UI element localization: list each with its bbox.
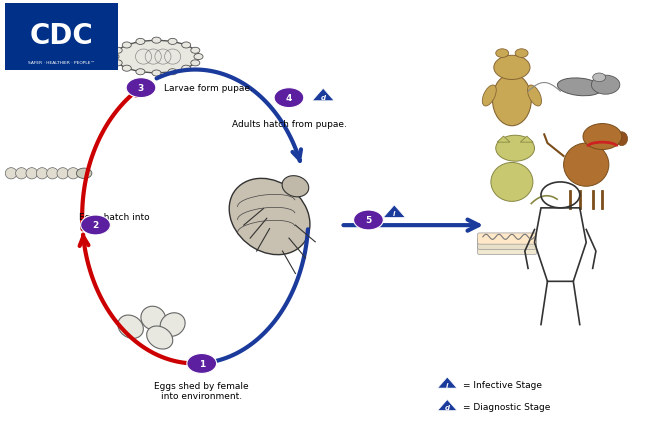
FancyBboxPatch shape [478,244,537,255]
Circle shape [126,79,156,99]
Ellipse shape [147,326,173,349]
Circle shape [494,56,530,80]
Ellipse shape [229,179,310,255]
Text: d: d [321,95,326,101]
Circle shape [191,48,200,54]
Circle shape [113,48,122,54]
Circle shape [168,39,177,45]
Circle shape [191,61,200,67]
Polygon shape [384,205,405,218]
Circle shape [591,76,620,95]
Ellipse shape [557,79,602,96]
FancyBboxPatch shape [478,233,537,245]
Ellipse shape [67,168,79,180]
Text: 5: 5 [365,216,372,225]
Circle shape [182,66,191,72]
Ellipse shape [482,86,496,107]
Ellipse shape [57,168,69,180]
Circle shape [136,69,145,76]
Text: i: i [446,381,448,388]
Ellipse shape [563,144,609,187]
Circle shape [168,69,177,76]
Circle shape [274,89,304,108]
Ellipse shape [118,316,143,339]
Circle shape [77,169,92,179]
Circle shape [593,74,606,82]
Text: 1: 1 [199,359,205,368]
Circle shape [354,210,384,230]
Circle shape [122,43,131,49]
Text: Larvae form pupae.: Larvae form pupae. [164,84,252,93]
Text: CDC: CDC [30,22,93,50]
Text: Eggs shed by female
into environment.: Eggs shed by female into environment. [154,381,249,400]
Circle shape [110,54,119,60]
Circle shape [496,136,535,162]
Ellipse shape [5,168,17,180]
FancyBboxPatch shape [5,3,117,70]
Polygon shape [520,137,533,143]
Ellipse shape [616,132,628,146]
Circle shape [136,39,145,45]
Ellipse shape [160,313,185,337]
Ellipse shape [493,75,532,126]
Text: = Infective Stage: = Infective Stage [463,380,543,389]
Polygon shape [497,137,510,143]
Ellipse shape [47,168,58,180]
Ellipse shape [36,168,48,180]
Text: SAFER · HEALTHIER · PEOPLE™: SAFER · HEALTHIER · PEOPLE™ [28,61,95,65]
Circle shape [80,216,110,235]
Text: d: d [445,404,450,410]
Circle shape [152,71,161,77]
Circle shape [194,54,203,60]
Ellipse shape [16,168,27,180]
Text: 2: 2 [92,221,99,230]
Ellipse shape [26,168,38,180]
Circle shape [122,66,131,72]
Ellipse shape [141,306,165,330]
Text: i: i [393,211,395,217]
Circle shape [583,124,622,150]
Circle shape [496,49,509,58]
Ellipse shape [114,41,199,74]
Circle shape [113,61,122,67]
Circle shape [515,49,528,58]
FancyBboxPatch shape [478,239,537,250]
Circle shape [152,38,161,44]
Ellipse shape [282,176,309,197]
Text: 3: 3 [138,84,144,93]
Polygon shape [312,89,334,102]
Circle shape [187,354,217,374]
Ellipse shape [491,163,533,202]
Ellipse shape [590,132,602,146]
Text: Eggs hatch into
larvae.: Eggs hatch into larvae. [79,213,150,232]
Ellipse shape [528,86,541,107]
Text: 4: 4 [286,94,292,103]
Polygon shape [437,400,457,411]
Polygon shape [437,377,457,388]
Text: Adults hatch from pupae.: Adults hatch from pupae. [232,120,347,129]
Text: = Diagnostic Stage: = Diagnostic Stage [463,402,551,411]
Circle shape [182,43,191,49]
